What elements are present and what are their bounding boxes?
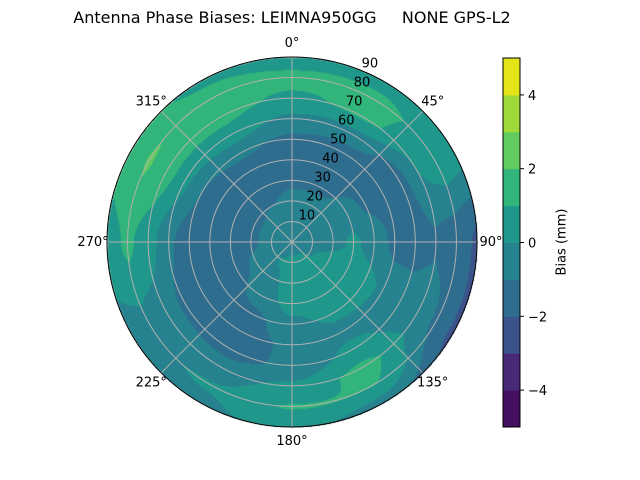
radial-tick-label: 10: [299, 209, 316, 224]
angle-tick-label: 270°: [77, 235, 108, 250]
colorbar-band: [503, 242, 520, 280]
angle-tick-label: 90°: [479, 235, 502, 250]
angle-tick-label: 45°: [421, 94, 444, 109]
colorbar-label: Bias (mm): [554, 208, 570, 276]
angular-gridline: [291, 110, 424, 243]
radial-tick-label: 90: [362, 57, 379, 72]
chart-title: Antenna Phase Biases: LEIMNA950GG NONE G…: [73, 8, 511, 27]
colorbar-tick-label: 4: [528, 89, 536, 104]
colorbar-tick-label: −2: [528, 310, 547, 325]
radial-tick-label: 30: [314, 171, 331, 186]
colorbar-tick-label: 0: [528, 237, 536, 252]
angular-gridline: [291, 241, 424, 374]
colorbar-band: [503, 205, 520, 243]
polar-frame: [106, 56, 478, 428]
colorbar-band: [503, 94, 520, 133]
angular-gridline: [160, 110, 293, 243]
angular-gridline: [160, 241, 293, 374]
colorbar-band: [503, 353, 520, 391]
angle-tick-label: 180°: [276, 434, 307, 449]
colorbar-band: [503, 316, 520, 354]
radial-tick-label: 70: [346, 95, 363, 110]
angle-tick-label: 225°: [136, 376, 167, 391]
angle-tick-label: 0°: [285, 36, 300, 51]
radial-tick-label: 20: [307, 190, 324, 205]
colorbar-band: [503, 279, 520, 317]
angle-tick-label: 135°: [417, 376, 448, 391]
colorbar-tick-label: −4: [528, 384, 547, 399]
angle-tick-label: 315°: [136, 94, 167, 109]
radial-tick-label: 50: [330, 133, 347, 148]
radial-tick-label: 40: [322, 152, 339, 167]
colorbar-band: [503, 131, 520, 170]
colorbar-band: [503, 58, 520, 96]
colorbar-tick-label: 2: [528, 163, 536, 178]
colorbar-band: [503, 168, 520, 207]
colorbar-band: [503, 390, 520, 428]
radial-tick-label: 80: [354, 76, 371, 91]
radial-tick-label: 60: [338, 114, 355, 129]
